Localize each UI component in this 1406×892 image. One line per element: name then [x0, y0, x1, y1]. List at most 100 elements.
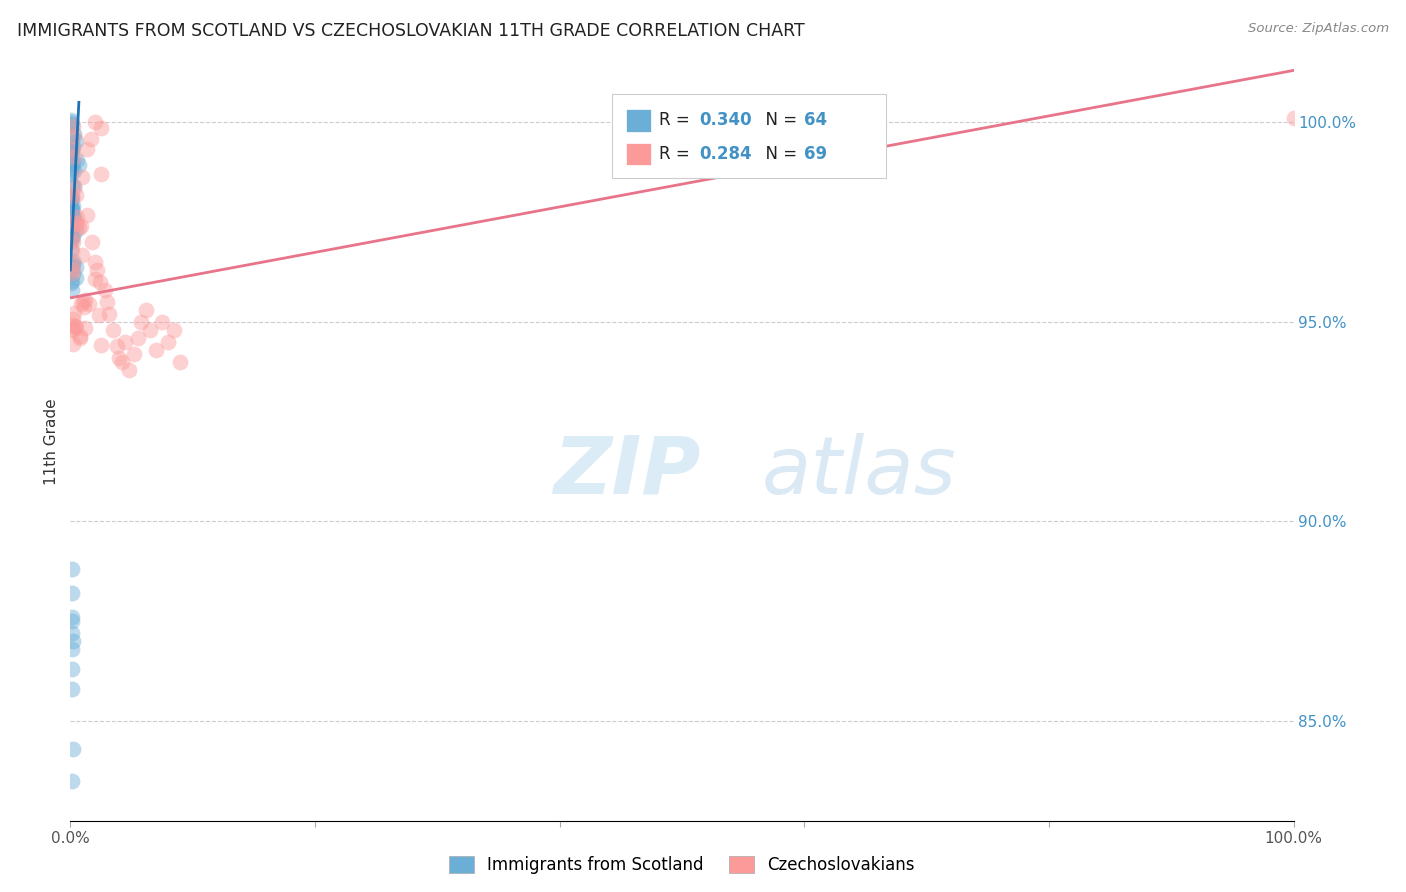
Point — [66, 153, 89, 167]
Point — [65, 222, 87, 236]
Point — [59, 197, 82, 211]
Point — [62, 253, 84, 268]
Point — [59, 200, 82, 214]
Point — [60, 135, 83, 149]
Point — [62, 262, 84, 277]
Point — [62, 312, 84, 326]
Point — [63, 150, 86, 164]
Point — [70, 248, 93, 262]
Point — [60, 626, 83, 640]
Point — [62, 267, 84, 281]
Point — [139, 323, 162, 337]
Point — [73, 300, 96, 314]
Point — [62, 337, 84, 351]
Point — [60, 189, 83, 203]
Point — [60, 202, 83, 216]
Point — [122, 347, 145, 361]
Point — [65, 319, 87, 334]
Point — [60, 318, 83, 332]
Point — [60, 235, 83, 249]
Point — [63, 306, 86, 320]
Point — [90, 338, 112, 352]
Point — [60, 276, 83, 290]
Point — [59, 163, 82, 178]
Point — [62, 120, 84, 134]
Point — [60, 191, 83, 205]
Point — [60, 642, 83, 657]
Point — [150, 315, 173, 329]
Text: N =: N = — [755, 145, 803, 163]
Point — [60, 208, 83, 222]
Point — [114, 334, 136, 349]
Point — [60, 142, 83, 156]
Point — [60, 259, 83, 273]
Point — [62, 323, 84, 337]
Point — [69, 331, 91, 345]
Point — [169, 355, 191, 369]
Point — [60, 662, 83, 676]
Point — [60, 681, 83, 696]
Point — [79, 132, 101, 146]
Point — [62, 164, 84, 178]
Point — [62, 210, 84, 224]
Point — [60, 117, 83, 131]
Point — [60, 562, 83, 576]
Point — [118, 362, 141, 376]
Text: 0.340: 0.340 — [699, 112, 751, 129]
Point — [59, 228, 82, 243]
Point — [105, 339, 128, 353]
Point — [86, 263, 108, 277]
Point — [72, 295, 94, 310]
Point — [60, 118, 83, 132]
Point — [60, 230, 83, 244]
Point — [62, 634, 84, 648]
Point — [59, 113, 82, 128]
Point — [66, 218, 89, 232]
Point — [60, 157, 83, 171]
Point — [62, 257, 84, 271]
Point — [90, 121, 112, 136]
Point — [60, 146, 83, 161]
Point — [62, 155, 84, 169]
Point — [60, 242, 83, 256]
Point — [60, 167, 83, 181]
Point — [135, 302, 157, 317]
Point — [59, 115, 82, 129]
Point — [63, 178, 86, 193]
Point — [62, 235, 84, 250]
Point — [69, 297, 91, 311]
Point — [63, 181, 86, 195]
Y-axis label: 11th Grade: 11th Grade — [44, 398, 59, 485]
Point — [60, 204, 83, 219]
Point — [60, 129, 83, 144]
Point — [60, 161, 83, 175]
Point — [60, 274, 83, 288]
Point — [89, 275, 111, 289]
Point — [60, 773, 83, 788]
Point — [1282, 112, 1305, 126]
Point — [60, 202, 83, 216]
Point — [83, 272, 105, 286]
Point — [62, 140, 84, 154]
Point — [62, 210, 84, 224]
Legend: Immigrants from Scotland, Czechoslovakians: Immigrants from Scotland, Czechoslovakia… — [443, 849, 921, 880]
Point — [59, 191, 82, 205]
Point — [65, 134, 87, 148]
Point — [101, 323, 124, 337]
Point — [60, 233, 83, 247]
Point — [60, 266, 83, 280]
Point — [63, 319, 86, 334]
Point — [60, 586, 83, 600]
Point — [59, 226, 82, 240]
Point — [66, 210, 89, 224]
Point — [60, 143, 83, 157]
Point — [63, 216, 86, 230]
Point — [65, 187, 87, 202]
Text: Source: ZipAtlas.com: Source: ZipAtlas.com — [1249, 22, 1389, 36]
Point — [65, 270, 87, 285]
Text: atlas: atlas — [762, 433, 956, 511]
Point — [60, 321, 83, 335]
Point — [67, 158, 90, 172]
Point — [145, 343, 167, 357]
Point — [62, 129, 84, 144]
